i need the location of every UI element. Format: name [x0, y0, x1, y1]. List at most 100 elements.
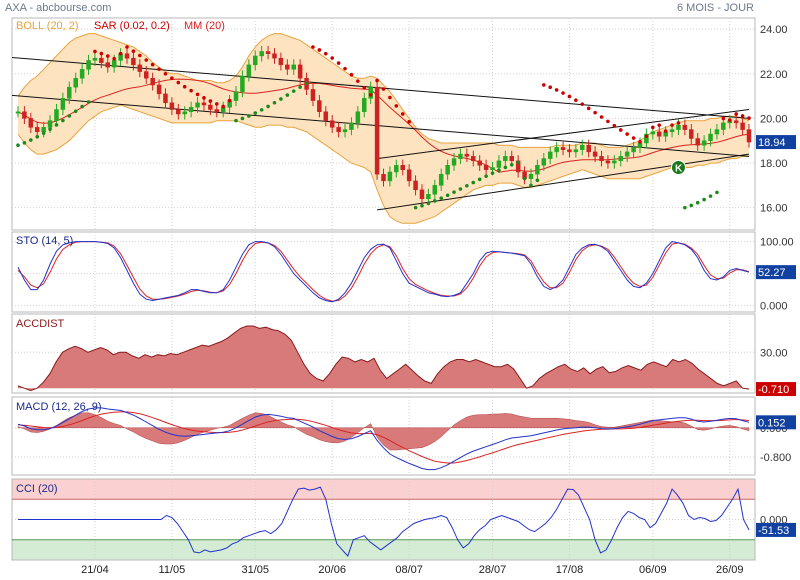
sar-dot: [413, 205, 418, 210]
sar-dot: [599, 115, 604, 119]
sar-dot: [375, 78, 379, 83]
candle-body: [612, 160, 617, 164]
candle-body: [297, 64, 303, 79]
sar-dot: [362, 86, 367, 90]
sar-dot: [144, 58, 149, 62]
price-ytick-0: 16.00: [760, 203, 788, 215]
sar-dot: [522, 176, 527, 181]
candle-body: [586, 144, 591, 153]
candle-body: [150, 78, 155, 86]
candle-body: [535, 165, 540, 175]
sar-dot: [54, 123, 59, 127]
sar-dot: [477, 177, 482, 182]
k-marker: [670, 160, 686, 176]
candle-body: [509, 156, 514, 162]
candle-body: [131, 57, 136, 66]
sar-dot: [708, 194, 713, 198]
candle-body: [451, 158, 457, 166]
site-title: AXA - abcbourse.com: [5, 2, 112, 14]
sar-dot: [323, 51, 328, 56]
candle-body: [54, 109, 59, 121]
sar-dot: [227, 98, 232, 103]
candle-body: [329, 120, 335, 128]
sar-dot: [35, 134, 40, 139]
candle-body: [676, 124, 681, 130]
candle-body: [567, 149, 572, 153]
x-tick-2: 31/05: [241, 564, 269, 576]
sar-dot: [73, 109, 78, 114]
sar-dot: [195, 92, 200, 97]
sar-dot: [509, 162, 514, 167]
sar-dot: [93, 49, 97, 54]
candle-body: [682, 124, 688, 130]
candle-body: [547, 151, 553, 159]
sar-dot: [612, 123, 617, 128]
candle-body: [253, 55, 258, 66]
candle-body: [605, 160, 611, 164]
candle-body: [554, 147, 559, 153]
candle-body: [34, 127, 40, 133]
candle-body: [669, 129, 675, 133]
candle-body: [592, 151, 598, 157]
candle-body: [387, 171, 393, 182]
sar-dot: [407, 119, 411, 124]
candle-body: [259, 51, 264, 57]
macd-frame: [11, 396, 756, 476]
candle-body: [336, 127, 341, 133]
sar-dot: [388, 95, 392, 100]
sar-dot: [516, 160, 520, 165]
candle-body: [28, 118, 34, 128]
sar-dot: [291, 89, 296, 93]
sar-dot: [695, 200, 700, 205]
sar-dot: [715, 190, 719, 195]
sar-dot: [221, 104, 225, 109]
sar-dot: [663, 129, 668, 133]
candle-body: [124, 53, 130, 59]
accdist-frame: [11, 313, 756, 394]
sto-title: STO (14, 5): [16, 235, 73, 247]
cci-line: [18, 486, 750, 557]
sar-dot: [452, 190, 456, 194]
candle-body: [695, 138, 700, 146]
sar-dot: [317, 48, 322, 52]
sto-last-value-bg: [756, 265, 796, 280]
accdist-area: [18, 326, 749, 391]
sar-dot: [99, 51, 104, 56]
cci-title: CCI (20): [16, 483, 58, 495]
candle-body: [137, 64, 143, 72]
candle-body: [60, 98, 66, 110]
sar-dot: [426, 201, 431, 206]
candle-body: [86, 60, 91, 70]
candle-body: [701, 140, 707, 146]
price-last-value: 18.94: [758, 137, 786, 149]
candle-body: [317, 100, 322, 112]
candle-body: [464, 153, 470, 157]
candle-body: [47, 120, 53, 128]
sar-dot: [593, 110, 597, 115]
sar-dot: [234, 118, 238, 123]
trendline-2: [377, 108, 750, 160]
price-ytick-2: 20.00: [760, 113, 788, 125]
sar-dot: [381, 87, 386, 91]
candle-body: [188, 107, 194, 112]
sto-frame: [11, 231, 756, 313]
macd-signal-line: [17, 411, 750, 464]
sar-dot: [285, 93, 290, 97]
x-tick-4: 08/07: [395, 564, 423, 576]
x-tick-5: 28/07: [479, 564, 507, 576]
cci-oversold-zone: [12, 539, 755, 560]
candle-body: [15, 111, 21, 114]
sar-dot: [131, 49, 136, 53]
candle-body: [240, 75, 245, 92]
candle-body: [374, 86, 380, 175]
candle-body: [689, 129, 694, 139]
candle-body: [580, 144, 585, 150]
sar-dot: [561, 91, 565, 95]
sar-dot: [740, 114, 745, 118]
sar-dot: [272, 100, 277, 105]
candle-body: [599, 156, 604, 162]
legend-mm: MM (20): [184, 20, 225, 32]
sar-dot: [689, 203, 694, 208]
candle-body: [477, 160, 482, 166]
sto-ytick-0: 100.00: [760, 237, 794, 249]
